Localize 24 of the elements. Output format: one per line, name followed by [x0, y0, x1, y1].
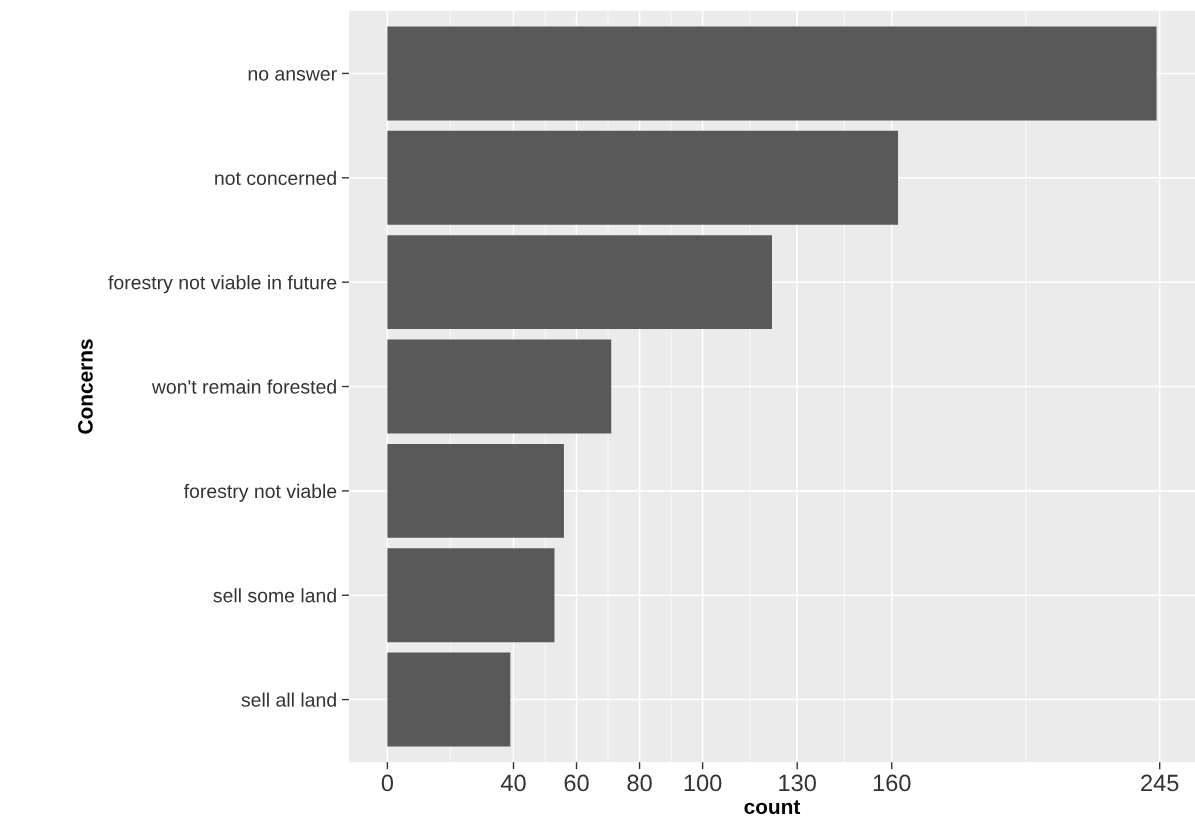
x-tick-label: 60	[564, 774, 589, 792]
x-tick-label: 245	[1141, 774, 1179, 792]
y-tick-label: sell all land	[241, 692, 336, 707]
y-axis-title: Concerns	[78, 339, 93, 434]
y-tick-label: forestry not viable	[183, 483, 337, 502]
x-tick-label: 40	[500, 774, 526, 792]
x-tick-label: 80	[627, 774, 652, 792]
bar	[387, 652, 511, 747]
x-tick-label: 100	[684, 774, 722, 792]
x-tick-label: 0	[381, 774, 394, 792]
bar	[387, 548, 555, 643]
x-tick-label: 160	[873, 774, 911, 792]
y-tick-label: forestry not viable in future	[108, 275, 337, 294]
bar	[387, 26, 1157, 121]
x-tick-label: 130	[779, 774, 816, 792]
y-tick-label: won't remain forested	[151, 379, 336, 394]
bar	[387, 235, 772, 330]
y-tick-label: sell some land	[213, 588, 336, 603]
bar	[387, 339, 612, 434]
y-tick-label: no answer	[248, 70, 337, 81]
x-axis-title: count	[744, 800, 801, 815]
y-tick-label: not concerned	[215, 170, 336, 186]
bar	[387, 130, 899, 225]
bar	[387, 443, 564, 538]
